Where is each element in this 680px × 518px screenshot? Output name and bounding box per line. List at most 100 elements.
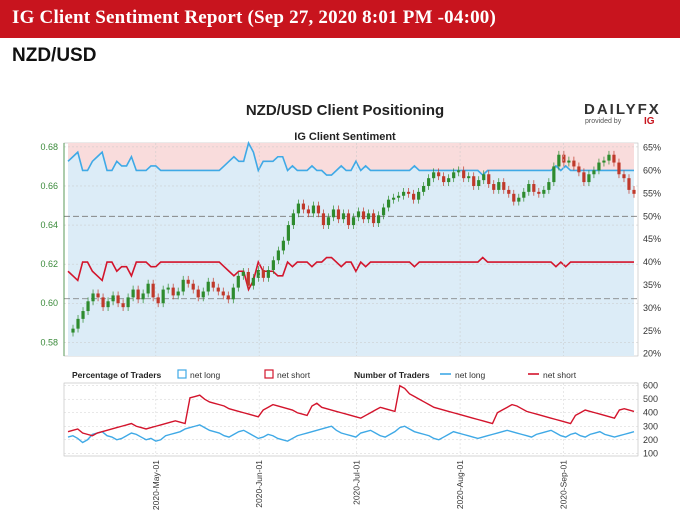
candle-body-77 (452, 172, 456, 179)
left-axis-tick-3: 0.64 (40, 220, 58, 230)
candle-body-83 (482, 174, 486, 181)
count-net-short-line (67, 384, 635, 437)
candle-body-102 (577, 166, 581, 173)
candle-body-54 (336, 209, 341, 220)
candle-body-72 (427, 178, 431, 186)
left-axis-tick-0: 0.58 (40, 337, 58, 347)
candle-body-33 (231, 287, 235, 300)
candle-body-18 (156, 297, 160, 304)
candle-body-57 (351, 217, 356, 226)
candle-body-2 (76, 318, 80, 329)
candle-body-78 (457, 170, 461, 173)
candle-body-23 (181, 279, 185, 292)
candle-body-22 (176, 291, 180, 296)
candle-body-26 (196, 289, 200, 298)
candle-body-25 (191, 283, 195, 290)
report-header: IG Client Sentiment Report (Sep 27, 2020… (0, 0, 680, 38)
candle-body-50 (316, 205, 321, 214)
candle-body-61 (371, 213, 376, 224)
x-axis-label-3: 2020-Aug-01 (455, 460, 465, 509)
bottom-axis-tick-5: 600 (643, 381, 658, 391)
logo-word: DAILYFX (584, 101, 661, 118)
candle-body-37 (251, 277, 255, 286)
x-axis-label-4: 2020-Sep-01 (558, 460, 568, 509)
candle-body-40 (266, 270, 270, 278)
candle-body-86 (497, 182, 501, 190)
candle-body-79 (462, 170, 466, 179)
right-axis-tick-2: 30% (643, 303, 661, 313)
legend-short-label: net short (277, 370, 311, 380)
candle-body-41 (271, 260, 275, 271)
candle-body-104 (587, 174, 591, 183)
candle-body-5 (91, 293, 95, 302)
left-axis-tick-1: 0.60 (40, 298, 58, 308)
candle-body-85 (492, 184, 496, 190)
candle-body-21 (171, 287, 175, 296)
chart-title: NZD/USD Client Positioning (246, 102, 444, 119)
candle-body-76 (447, 178, 451, 183)
candle-body-106 (597, 162, 601, 171)
candle-body-113 (632, 189, 636, 194)
candle-body-46 (296, 203, 301, 214)
candle-body-16 (146, 283, 150, 294)
candle-body-70 (417, 191, 421, 200)
candle-body-28 (206, 281, 210, 292)
logo-provided-by: provided by (585, 118, 622, 125)
right-axis-tick-6: 50% (643, 211, 661, 221)
right-axis-tick-8: 60% (643, 165, 661, 175)
legend-percentage-label: Percentage of Traders (72, 370, 162, 380)
candle-body-3 (81, 311, 85, 319)
candle-body-32 (226, 295, 230, 300)
candle-body-59 (361, 211, 366, 220)
candle-body-63 (381, 207, 386, 216)
candle-body-11 (121, 303, 125, 308)
candle-body-34 (236, 275, 240, 288)
candle-body-80 (467, 176, 471, 179)
candle-body-111 (622, 174, 626, 179)
candle-body-69 (412, 193, 416, 200)
candle-body-98 (557, 154, 561, 167)
candle-body-53 (331, 209, 336, 218)
candle-body-6 (96, 293, 100, 298)
bottom-axis-tick-3: 400 (643, 408, 658, 418)
candle-body-93 (532, 184, 536, 192)
candle-body-91 (522, 191, 526, 198)
candle-body-109 (612, 154, 616, 163)
candle-body-31 (221, 291, 225, 296)
candle-body-92 (527, 184, 531, 192)
candle-body-35 (241, 271, 245, 276)
candle-body-20 (166, 287, 170, 290)
net-long-area (68, 143, 634, 356)
bottom-plot-background (63, 382, 639, 457)
legend-number-label: Number of Traders (354, 370, 430, 380)
net-short-line (67, 256, 634, 292)
candle-body-12 (126, 297, 130, 308)
chart-subtitle: IG Client Sentiment (294, 131, 396, 143)
candle-body-39 (261, 270, 265, 278)
net-long-line (67, 140, 634, 177)
legend-short-swatch (264, 369, 274, 379)
candle-body-9 (111, 295, 115, 302)
candle-body-95 (542, 189, 546, 194)
candle-body-27 (201, 291, 205, 298)
candle-body-100 (567, 160, 571, 163)
candle-body-13 (131, 289, 135, 298)
candle-body-75 (442, 176, 446, 183)
candle-body-62 (376, 215, 381, 224)
candle-body-44 (286, 225, 290, 241)
candle-body-87 (502, 182, 506, 190)
candle-body-56 (346, 213, 351, 226)
candle-body-24 (186, 279, 190, 284)
left-axis-tick-5: 0.68 (40, 142, 58, 152)
candle-body-19 (161, 289, 165, 304)
candle-body-101 (572, 160, 576, 167)
legend-count-short-label: net short (543, 370, 577, 380)
bottom-axis-tick-2: 300 (643, 421, 658, 431)
candle-body-10 (116, 295, 120, 304)
candle-body-108 (607, 154, 611, 161)
bottom-axis-tick-4: 500 (643, 394, 658, 404)
candle-body-58 (356, 211, 361, 218)
candle-body-110 (617, 162, 621, 175)
candle-body-82 (477, 180, 481, 186)
